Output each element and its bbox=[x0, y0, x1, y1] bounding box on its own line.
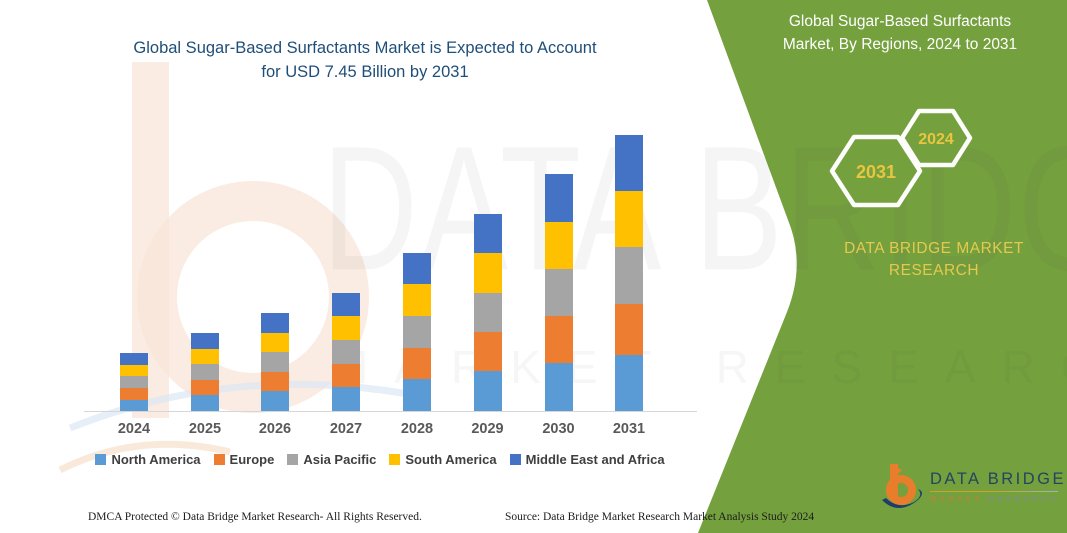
bar-segment bbox=[615, 303, 643, 355]
bar-segment bbox=[261, 391, 289, 411]
bar-segment bbox=[403, 315, 431, 348]
bar-segment bbox=[403, 379, 431, 411]
bar-segment bbox=[120, 364, 148, 377]
bar-segment bbox=[403, 252, 431, 285]
bar-segment bbox=[332, 292, 360, 317]
bar-segment bbox=[473, 332, 502, 372]
bar-segment bbox=[615, 135, 643, 192]
bar-segment bbox=[120, 352, 148, 365]
bar-segment bbox=[403, 347, 431, 380]
legend-label: Asia Pacific bbox=[303, 452, 377, 467]
x-axis-tick-label: 2027 bbox=[329, 421, 363, 437]
bar-segment bbox=[332, 316, 360, 340]
legend-swatch-icon bbox=[389, 454, 401, 465]
bar-segment bbox=[120, 387, 148, 400]
bar-segment bbox=[544, 174, 573, 222]
chart-legend: North America Europe Asia Pacific South Ame… bbox=[80, 452, 680, 467]
legend-swatch-icon bbox=[287, 454, 299, 465]
legend-label: Middle East and Africa bbox=[525, 452, 665, 467]
company-logo-rule bbox=[930, 491, 1058, 492]
bar-segment bbox=[191, 348, 219, 365]
side-panel-heading: Global Sugar-Based Surfactants Market, B… bbox=[742, 10, 1058, 56]
x-axis-tick-label: 2025 bbox=[188, 421, 222, 437]
company-logo-market: MARKET bbox=[930, 494, 983, 503]
bar-segment bbox=[120, 376, 148, 388]
legend-item: Middle East and Africa bbox=[509, 452, 665, 467]
x-axis-tick-label: 2029 bbox=[471, 421, 504, 437]
x-axis-tick-label: 2026 bbox=[258, 421, 292, 437]
bar-segment bbox=[473, 253, 502, 293]
bar-segment bbox=[615, 354, 643, 411]
x-axis-line bbox=[84, 411, 697, 412]
bar-segment bbox=[473, 371, 502, 411]
legend-swatch-icon bbox=[213, 454, 225, 465]
bar-segment bbox=[261, 332, 289, 353]
bar-segment bbox=[544, 221, 573, 269]
bar-segment bbox=[544, 363, 573, 411]
bar-segment bbox=[403, 284, 431, 316]
bar-segment bbox=[615, 191, 643, 248]
brand-text: DATA BRIDGE MARKET RESEARCH bbox=[808, 238, 1060, 282]
bar-segment bbox=[544, 316, 573, 364]
bar-segment bbox=[120, 399, 148, 411]
footer-dmca: DMCA Protected © Data Bridge Market Rese… bbox=[88, 511, 422, 523]
company-logo-mark bbox=[882, 464, 922, 508]
bar-segment bbox=[473, 214, 502, 254]
company-logo: DATA BRIDGE MARKET RESEARCH bbox=[880, 462, 1066, 524]
side-panel-heading-line1: Global Sugar-Based Surfactants bbox=[788, 13, 1012, 30]
footer-source: Source: Data Bridge Market Research Mark… bbox=[505, 511, 815, 523]
x-axis-tick-label: 2030 bbox=[542, 421, 575, 437]
x-axis-tick-label: 2031 bbox=[612, 421, 646, 437]
bar-segment bbox=[332, 363, 360, 388]
legend-label: North America bbox=[111, 452, 201, 467]
x-axis-tick-label: 2028 bbox=[400, 421, 434, 437]
page-title-line2: for USD 7.45 Billion by 2031 bbox=[261, 63, 469, 81]
bar-segment bbox=[544, 268, 573, 317]
page-title: Global Sugar-Based Surfactants Market is… bbox=[85, 36, 645, 84]
bar-segment bbox=[332, 339, 360, 364]
legend-swatch-icon bbox=[509, 454, 521, 465]
company-logo-name: DATA BRIDGE bbox=[930, 470, 1066, 488]
company-logo-text: DATA BRIDGE MARKET RESEARCH bbox=[930, 470, 1066, 503]
bar-segment bbox=[261, 352, 289, 372]
bar-segment bbox=[615, 247, 643, 304]
brand-text-line2: RESEARCH bbox=[888, 262, 980, 279]
bar-segment bbox=[332, 387, 360, 411]
bar-segment bbox=[261, 312, 289, 333]
company-logo-research: RESEARCH bbox=[988, 494, 1059, 503]
watermark-text-secondary: MARKET RESEARCH bbox=[330, 341, 1067, 393]
bar-segment bbox=[191, 333, 219, 349]
bar-segment bbox=[191, 395, 219, 411]
legend-label: Europe bbox=[229, 452, 275, 467]
bar-segment bbox=[473, 292, 502, 333]
company-logo-subtitle: MARKET RESEARCH bbox=[930, 494, 1058, 503]
brand-text-line1: DATA BRIDGE MARKET bbox=[844, 240, 1024, 257]
x-axis-tick-label: 2024 bbox=[117, 421, 151, 437]
legend-item: Asia Pacific bbox=[287, 452, 376, 467]
legend-swatch-icon bbox=[95, 454, 107, 465]
legend-item: Europe bbox=[213, 452, 275, 467]
page-title-line1: Global Sugar-Based Surfactants Market is… bbox=[133, 39, 597, 57]
legend-label: South America bbox=[405, 452, 497, 467]
bar-segment bbox=[261, 371, 289, 392]
legend-item: South America bbox=[389, 452, 497, 467]
legend-item: North America bbox=[95, 452, 201, 467]
bar-segment bbox=[191, 379, 219, 396]
side-panel-heading-line2: Market, By Regions, 2024 to 2031 bbox=[782, 36, 1018, 53]
bar-segment bbox=[191, 364, 219, 380]
